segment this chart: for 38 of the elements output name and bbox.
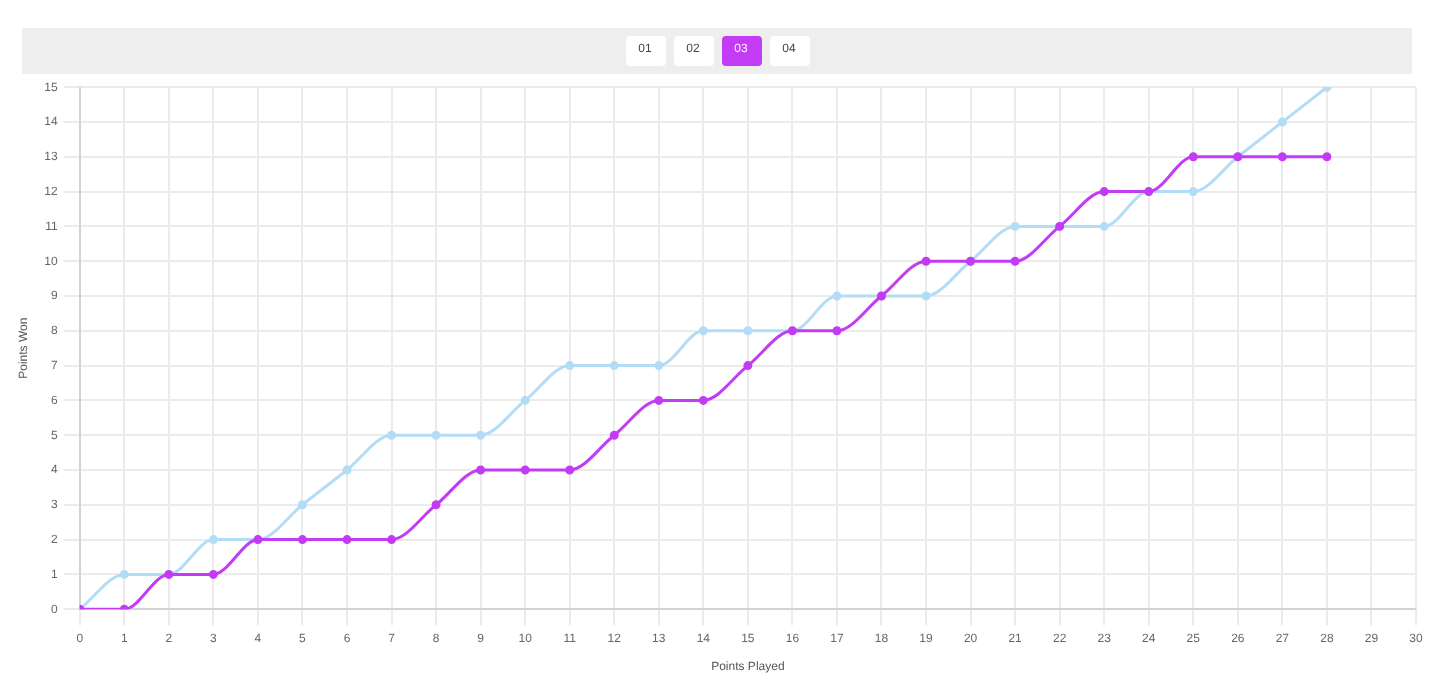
point	[1322, 152, 1332, 162]
point	[520, 395, 530, 405]
point	[119, 569, 129, 579]
point	[1277, 152, 1287, 162]
point	[1099, 221, 1109, 231]
point	[698, 326, 708, 336]
point	[342, 535, 352, 545]
point	[1188, 152, 1198, 162]
point	[743, 361, 753, 371]
point	[921, 291, 931, 301]
point	[698, 395, 708, 405]
point	[1099, 187, 1109, 197]
point	[565, 465, 575, 475]
point	[921, 256, 931, 266]
point	[387, 430, 397, 440]
point	[743, 326, 753, 336]
point	[1010, 221, 1020, 231]
point	[387, 535, 397, 545]
point	[431, 500, 441, 510]
point	[1277, 117, 1287, 127]
point	[609, 361, 619, 371]
point	[297, 500, 307, 510]
point	[208, 535, 218, 545]
point	[609, 430, 619, 440]
point	[297, 535, 307, 545]
point	[208, 569, 218, 579]
point	[342, 465, 352, 475]
point	[431, 430, 441, 440]
point	[654, 395, 664, 405]
point	[476, 430, 486, 440]
point	[832, 291, 842, 301]
point	[476, 465, 486, 475]
point	[1188, 187, 1198, 197]
point	[565, 361, 575, 371]
point	[520, 465, 530, 475]
point	[654, 361, 664, 371]
point	[1010, 256, 1020, 266]
point	[832, 326, 842, 336]
